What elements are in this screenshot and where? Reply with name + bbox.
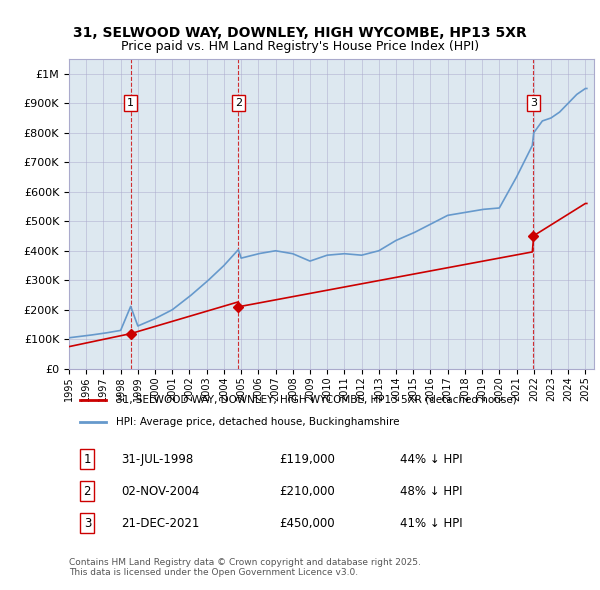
Text: 2: 2: [235, 99, 242, 108]
Text: Contains HM Land Registry data © Crown copyright and database right 2025.
This d: Contains HM Land Registry data © Crown c…: [69, 558, 421, 577]
Text: 3: 3: [83, 517, 91, 530]
Text: 48% ↓ HPI: 48% ↓ HPI: [400, 484, 462, 498]
Text: 2: 2: [83, 484, 91, 498]
Text: 02-NOV-2004: 02-NOV-2004: [121, 484, 200, 498]
Text: 3: 3: [530, 99, 537, 108]
Text: £210,000: £210,000: [279, 484, 335, 498]
Text: 21-DEC-2021: 21-DEC-2021: [121, 517, 200, 530]
Text: 1: 1: [83, 453, 91, 466]
Text: 31, SELWOOD WAY, DOWNLEY, HIGH WYCOMBE, HP13 5XR (detached house): 31, SELWOOD WAY, DOWNLEY, HIGH WYCOMBE, …: [116, 395, 517, 405]
Text: 31-JUL-1998: 31-JUL-1998: [121, 453, 194, 466]
Text: HPI: Average price, detached house, Buckinghamshire: HPI: Average price, detached house, Buck…: [116, 417, 400, 427]
Text: 1: 1: [127, 99, 134, 108]
Text: 31, SELWOOD WAY, DOWNLEY, HIGH WYCOMBE, HP13 5XR: 31, SELWOOD WAY, DOWNLEY, HIGH WYCOMBE, …: [73, 26, 527, 40]
Text: Price paid vs. HM Land Registry's House Price Index (HPI): Price paid vs. HM Land Registry's House …: [121, 40, 479, 53]
Text: £119,000: £119,000: [279, 453, 335, 466]
Text: £450,000: £450,000: [279, 517, 335, 530]
Text: 44% ↓ HPI: 44% ↓ HPI: [400, 453, 463, 466]
Text: 41% ↓ HPI: 41% ↓ HPI: [400, 517, 463, 530]
